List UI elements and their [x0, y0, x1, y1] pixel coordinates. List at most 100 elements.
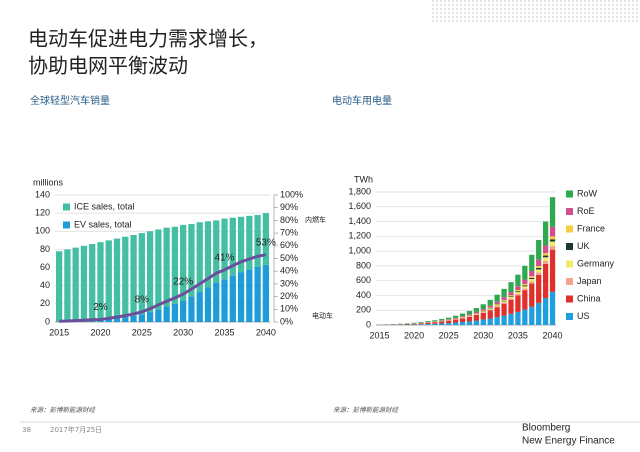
y-tick-label: 80 [40, 244, 50, 254]
bar-segment [122, 317, 129, 322]
bar-segment [522, 279, 528, 284]
bar-segment [439, 318, 445, 321]
y2-tick-label: 70% [280, 227, 298, 237]
bar-segment [480, 311, 486, 313]
legend-label: ICE sales, total [74, 201, 135, 211]
annotation: 电动车 [312, 311, 333, 320]
bar-segment [432, 322, 438, 324]
y-tick-label: 400 [356, 290, 371, 300]
source-note: 来源：彭博新能源财经 [30, 406, 97, 414]
bar-segment [515, 291, 521, 293]
x-tick-label: 2030 [173, 327, 193, 337]
y-tick-label: 1,800 [348, 186, 371, 196]
bar-segment [487, 308, 493, 310]
bar-segment [163, 227, 170, 307]
y-axis-label: TWh [354, 174, 373, 184]
bar-segment [432, 320, 438, 322]
y-tick-label: 200 [356, 305, 371, 315]
y2-tick-label: 40% [280, 266, 298, 276]
bar-segment [501, 288, 507, 298]
bar-segment [113, 238, 121, 318]
y-axis-label: millions [33, 177, 64, 187]
bar-segment [246, 215, 253, 270]
bar-segment [105, 240, 112, 319]
bar-segment [487, 310, 493, 319]
bar-segment [188, 296, 195, 322]
bar-segment [204, 221, 212, 288]
bar-segment [515, 293, 521, 296]
x-tick-label: 2025 [132, 327, 152, 337]
bar-segment [163, 306, 170, 322]
bar-segment [501, 302, 507, 304]
bar-segment [466, 321, 473, 325]
bar-segment [180, 300, 187, 322]
bar-segment [549, 241, 556, 246]
share-line [59, 253, 267, 323]
bar-segment [501, 303, 507, 316]
bar-segment [494, 305, 500, 307]
data-label: 8% [135, 294, 150, 305]
bar-segment [487, 307, 493, 309]
bar-segment [213, 282, 220, 322]
bar-segment [542, 221, 549, 246]
legend-swatch [566, 243, 573, 250]
legend-label: Japan [577, 276, 602, 286]
bar-segment [262, 264, 270, 322]
y-tick-label: 0 [45, 316, 50, 326]
bar-segment [204, 287, 212, 322]
bar-segment [487, 299, 493, 306]
y-tick-label: 100 [35, 226, 50, 236]
bar-segment [515, 292, 521, 294]
bar-segment [542, 257, 549, 261]
bar-segment [155, 309, 162, 322]
x-tick-label: 2020 [404, 330, 424, 340]
annotation: 内燃车 [305, 215, 326, 224]
x-tick-label: 2025 [439, 330, 459, 340]
bar-segment [515, 295, 521, 312]
bar-segment [171, 303, 179, 322]
chart-title: 全球轻型汽车销量 [30, 94, 110, 107]
bar-segment [418, 322, 424, 323]
bar-segment [515, 286, 521, 291]
bar-segment [237, 272, 245, 322]
bar-segment [536, 274, 542, 303]
bar-segment [138, 233, 145, 315]
y2-tick-label: 30% [280, 278, 298, 288]
bar-segment [452, 317, 459, 319]
bar-segment [508, 292, 514, 296]
bar-segment [229, 217, 236, 276]
bar-segment [254, 266, 261, 322]
bar-segment [446, 320, 452, 324]
y-tick-label: 120 [35, 208, 50, 218]
bar-segment [529, 254, 535, 271]
bar-segment [122, 236, 129, 318]
bar-segment [480, 304, 486, 310]
bar-segment [425, 323, 431, 325]
bar-segment [55, 251, 63, 322]
bar-segment [494, 294, 500, 302]
bar-segment [494, 306, 500, 308]
bar-segment [254, 214, 261, 267]
bar-segment [487, 318, 493, 325]
bar-segment [237, 216, 245, 273]
bar-segment [105, 318, 112, 322]
bar-segment [80, 245, 88, 321]
legend-label: EV sales, total [74, 219, 132, 229]
bar-segment [480, 312, 486, 320]
bar-segment [522, 265, 528, 280]
bar-segment [459, 316, 466, 318]
bar-segment [439, 321, 445, 324]
y2-tick-label: 90% [280, 202, 298, 212]
slide-title: 协助电网平衡波动 [28, 54, 188, 78]
bar-segment [418, 324, 424, 325]
x-tick-label: 2030 [473, 330, 493, 340]
bar-segment [494, 317, 500, 325]
brand-sub: New Energy Finance [522, 436, 615, 447]
bar-segment [411, 322, 417, 324]
y2-tick-label: 10% [280, 304, 298, 314]
bar-segment [542, 263, 549, 299]
bar-segment [529, 276, 535, 278]
bar-segment [536, 302, 542, 325]
y-tick-label: 20 [40, 298, 50, 308]
bar-segment [432, 323, 438, 325]
